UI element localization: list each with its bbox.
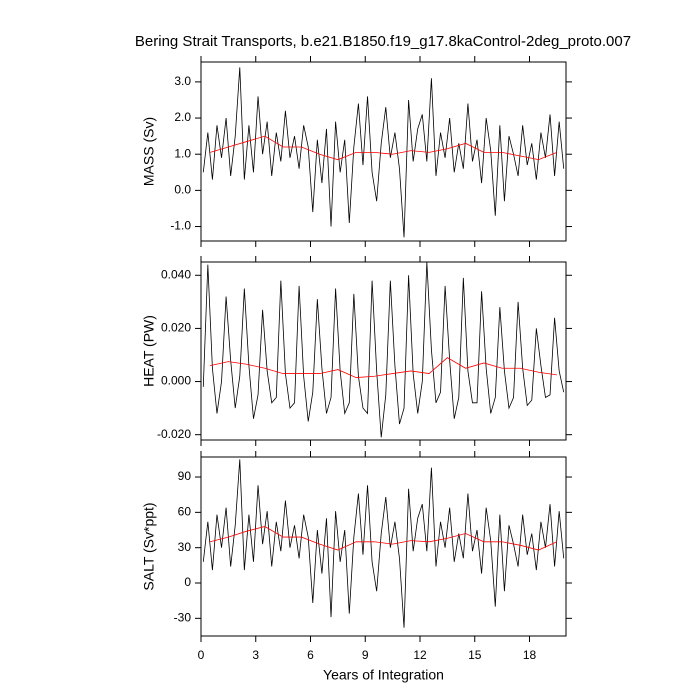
x-tick-label: 9	[362, 648, 369, 662]
series-line	[202, 459, 565, 628]
x-tick-label: 15	[468, 648, 482, 662]
y-tick-label: 0.0	[174, 183, 191, 197]
plot-frame	[200, 261, 567, 441]
y-tick-label: -0.020	[157, 427, 191, 441]
series-line	[210, 526, 558, 551]
y-tick-label: 3.0	[174, 74, 191, 88]
y-tick-label: -30	[174, 611, 192, 625]
x-tick-label: 0	[198, 648, 205, 662]
y-axis-label: SALT (Sv*ppt)	[141, 502, 157, 590]
series-line	[210, 357, 557, 378]
y-tick-label: 1.0	[174, 146, 191, 160]
x-tick-label: 12	[413, 648, 427, 662]
x-tick-label: 6	[307, 648, 314, 662]
y-tick-label: 0.020	[161, 321, 191, 335]
y-axis-label: MASS (Sv)	[141, 117, 157, 186]
plot-frame	[200, 61, 567, 242]
y-tick-label: 0.040	[161, 267, 191, 281]
x-tick-label: 3	[252, 648, 259, 662]
y-tick-label: 90	[178, 469, 192, 483]
chart-title: Bering Strait Transports, b.e21.B1850.f1…	[135, 33, 631, 50]
y-tick-label: -1.0	[170, 219, 191, 233]
series-line	[210, 135, 558, 161]
y-tick-label: 0.000	[161, 374, 191, 388]
plot-frame	[200, 456, 567, 637]
series-line	[202, 67, 565, 238]
y-axis-label: HEAT (PW)	[141, 315, 157, 387]
y-tick-label: 60	[178, 505, 192, 519]
series-line	[202, 261, 565, 438]
x-axis-label: Years of Integration	[323, 667, 444, 683]
x-tick-label: 18	[523, 648, 537, 662]
y-tick-label: 30	[178, 540, 192, 554]
y-tick-label: 0	[184, 575, 191, 589]
y-tick-label: 2.0	[174, 110, 191, 124]
